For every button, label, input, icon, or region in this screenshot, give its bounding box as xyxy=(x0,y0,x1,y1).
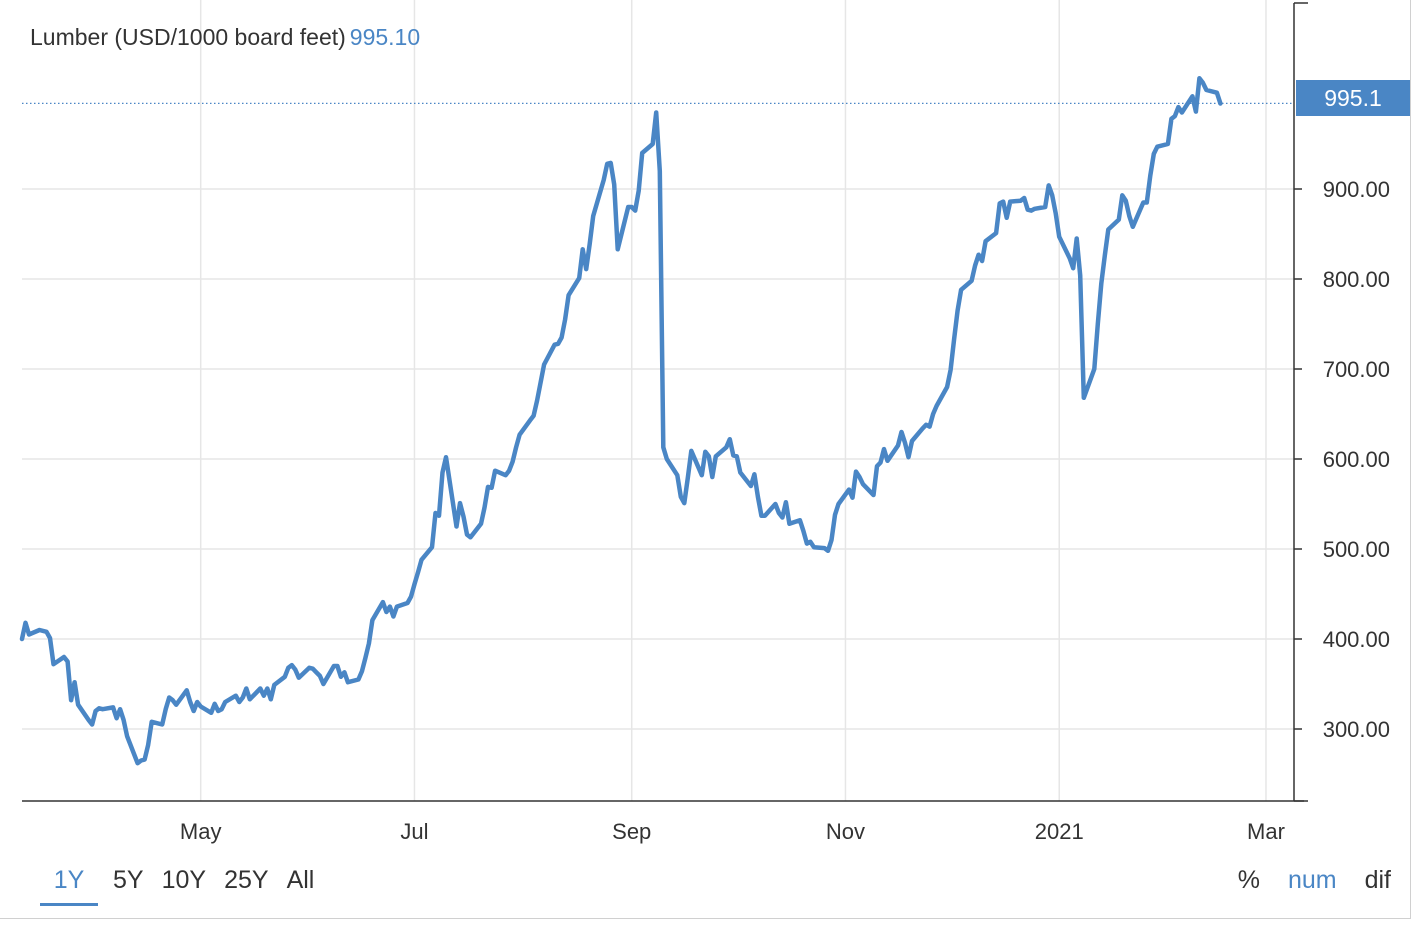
mode-num-button[interactable]: num xyxy=(1287,866,1337,894)
frame-bottom-border xyxy=(0,918,1411,919)
series-line[interactable] xyxy=(19,76,1223,766)
mode-percent-button[interactable]: % xyxy=(1237,866,1260,894)
tick-labels: 300.00 400.00 500.00 600.00 700.00 800.00 900.… xyxy=(180,177,1390,844)
axes xyxy=(22,2,1308,802)
range-5y-button[interactable]: 5Y xyxy=(113,866,144,894)
x-tick-label: Jul xyxy=(400,819,428,844)
last-value: 995.10 xyxy=(349,24,421,50)
display-mode-selector: % num dif xyxy=(1210,866,1391,895)
frame-right-border xyxy=(1410,0,1411,919)
range-10y-button[interactable]: 10Y xyxy=(161,866,207,894)
grid xyxy=(22,0,1294,801)
last-price-tag: 995.1 xyxy=(1296,80,1411,116)
y-tick-label: 800.00 xyxy=(1323,267,1390,292)
y-tick-label: 900.00 xyxy=(1323,177,1390,202)
mode-dif-button[interactable]: dif xyxy=(1364,866,1391,894)
x-tick-label: Mar xyxy=(1247,819,1285,844)
plot-area[interactable] xyxy=(19,76,1223,766)
x-tick-label: Sep xyxy=(612,819,651,844)
y-tick-label: 600.00 xyxy=(1323,447,1390,472)
y-tick-label: 300.00 xyxy=(1323,717,1390,742)
range-1y-button[interactable]: 1Y xyxy=(40,862,98,906)
price-tag-bg xyxy=(1296,80,1411,116)
range-25y-button[interactable]: 25Y xyxy=(224,866,269,894)
x-tick-label: Nov xyxy=(826,819,865,844)
range-selector: 1Y 5Y 10Y 25Y All xyxy=(40,862,332,914)
x-tick-label: 2021 xyxy=(1035,819,1084,844)
chart-title: Lumber (USD/1000 board feet) xyxy=(30,24,346,50)
y-tick-label: 500.00 xyxy=(1323,537,1390,562)
y-tick-label: 700.00 xyxy=(1323,357,1390,382)
price-tag-label: 995.1 xyxy=(1324,85,1382,111)
chart-title-row: Lumber (USD/1000 board feet) 995.10 xyxy=(30,24,420,51)
y-tick-label: 400.00 xyxy=(1323,627,1390,652)
x-tick-label: May xyxy=(180,819,222,844)
range-all-button[interactable]: All xyxy=(286,866,315,894)
